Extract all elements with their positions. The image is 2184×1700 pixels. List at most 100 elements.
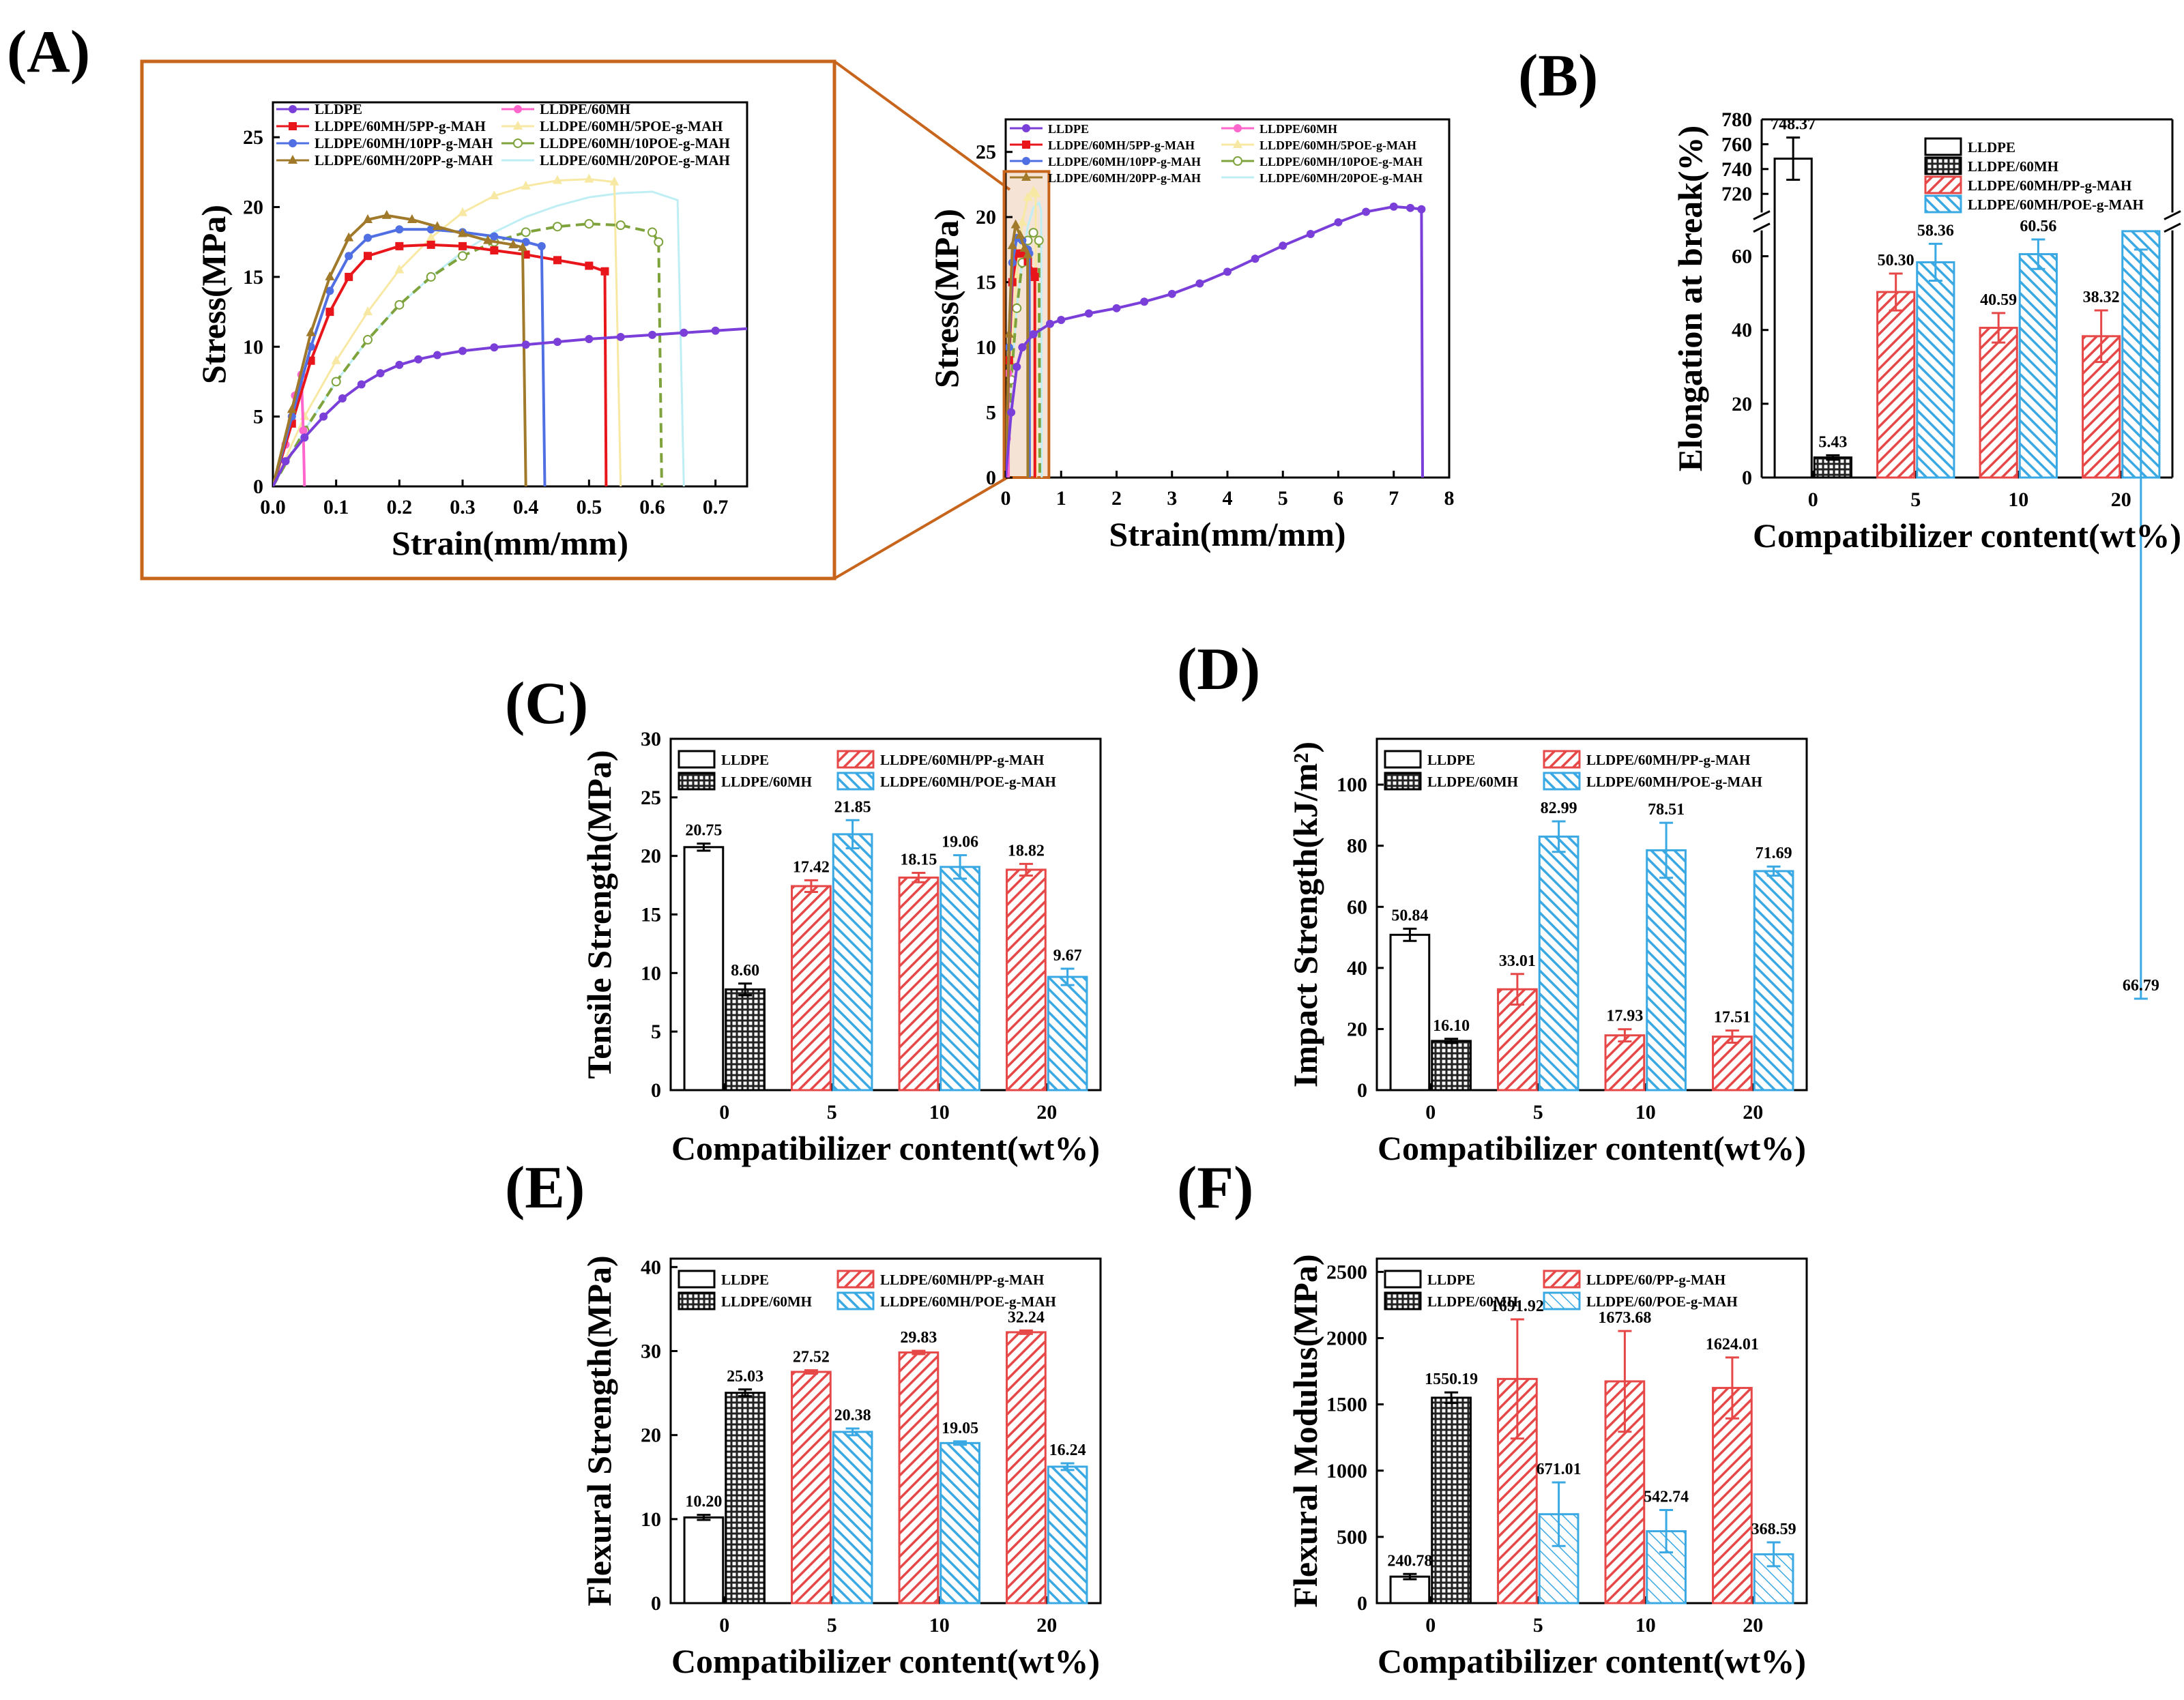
y-tick-label: 60	[1347, 896, 1367, 918]
x-tick-label: 10	[929, 1614, 950, 1637]
y-tick-label: 30	[641, 728, 661, 750]
data-label-poe: 16.24	[1049, 1441, 1086, 1459]
bar-pp	[1604, 1034, 1646, 1091]
data-label-poe: 542.74	[1644, 1489, 1689, 1506]
data-point-pp20	[458, 228, 467, 237]
legend-swatch-poe	[836, 1291, 875, 1310]
data-point-poe5	[553, 175, 562, 184]
x-tick-label: 0.5	[577, 496, 602, 518]
legend-swatch-lldpe	[678, 1270, 716, 1289]
data-label-poe: 66.79	[2123, 977, 2159, 995]
y-axis-title: Flexural Strength(MPa)	[580, 1255, 618, 1606]
y-tick-label: 20	[1347, 1018, 1367, 1040]
bar-poe	[940, 1441, 980, 1604]
x-tick-label: 0	[719, 1614, 729, 1637]
legend-swatch-poe	[1924, 194, 1962, 214]
data-point-lldpe	[1195, 279, 1204, 288]
legend-label-lldpe: LLDPE	[721, 752, 769, 768]
y-tick-label: 20	[1732, 393, 1752, 415]
legend-label-lldpe: LLDPE	[1427, 1272, 1475, 1288]
legend: LLDPE LLDPE/60MH LLDPE/60MH/PP-g-MAH LLDPE/…	[1384, 750, 1762, 791]
data-point-poe10	[647, 227, 657, 237]
legend-label-lldpe60: LLDPE/60MH	[1260, 122, 1337, 136]
y-tick-label: 0	[986, 467, 996, 489]
legend-label-pp5: LLDPE/60MH/5PP-g-MAH	[315, 118, 486, 134]
legend-label-pp20: LLDPE/60MH/20PP-g-MAH	[315, 152, 493, 168]
data-point-lldpe	[711, 326, 720, 335]
legend-label-lldpe60: LLDPE/60MH	[1968, 158, 2058, 175]
series-lldpe	[1006, 202, 1426, 478]
legend-label-poe: LLDPE/60MH/POE-g-MAH	[880, 1293, 1056, 1310]
data-point-poe5	[489, 190, 499, 200]
data-label-pp: 40.59	[1980, 291, 2017, 309]
y-axis-title: Stress(MPa)	[194, 205, 233, 384]
x-tick-label: 5	[1533, 1614, 1543, 1637]
series-pp20	[1006, 219, 1033, 478]
y-tick-label: 15	[976, 272, 996, 294]
data-point-pp20	[1015, 229, 1025, 239]
y-tick-label: 30	[641, 1340, 661, 1362]
x-tick-label: 0	[1001, 487, 1011, 510]
x-tick-label: 1	[1056, 487, 1066, 510]
data-point-pp5	[490, 246, 499, 255]
data-label-pp: 33.01	[1499, 952, 1536, 970]
series-line-lldpe	[1006, 205, 1424, 478]
data-point-pp10	[521, 237, 530, 246]
data-label-poe: 21.85	[834, 798, 871, 816]
data-label-poe: 19.05	[942, 1420, 978, 1437]
legend-marker-pp10	[1022, 157, 1030, 165]
data-point-poe5	[458, 207, 467, 216]
data-point-pp20	[363, 214, 373, 223]
data-point-pp5	[553, 256, 562, 265]
x-axis-title: Compatibilizer content(wt%)	[671, 1129, 1100, 1167]
legend-label-lldpe60: LLDPE/60MH	[721, 774, 812, 790]
data-label-poe: 20.38	[834, 1407, 871, 1424]
x-tick-label: 20	[1036, 1101, 1057, 1124]
data-point-poe10	[426, 272, 436, 282]
data-label-lldpe60: 25.03	[727, 1368, 763, 1386]
data-point-lldpe	[1306, 230, 1315, 238]
data-point-pp10	[325, 287, 334, 295]
data-point-lldpe	[395, 360, 404, 369]
data-point-pp20	[1007, 240, 1017, 250]
data-point-lldpe	[1057, 316, 1066, 324]
data-label-lldpe60: 8.60	[731, 962, 759, 980]
legend-label-pp20: LLDPE/60MH/20PP-g-MAH	[1048, 171, 1201, 185]
data-point-poe5	[363, 306, 373, 316]
data-point-pp5	[426, 240, 435, 249]
y-tick-label: 25	[641, 787, 661, 809]
bar-poe	[1646, 849, 1687, 1091]
bar-lldpe	[683, 1516, 725, 1604]
panel-label-b: (B)	[1518, 43, 1598, 109]
data-point-pp10	[537, 241, 546, 250]
legend-marker-pp5	[1022, 141, 1030, 149]
data-point-pp5	[364, 252, 372, 261]
data-point-poe10	[553, 222, 562, 232]
data-label-poe: 71.69	[1756, 845, 1792, 862]
bar-poe	[1047, 1465, 1088, 1604]
data-point-pp5	[600, 267, 609, 276]
zoom-connector-bottom	[833, 475, 1011, 580]
legend-swatch-lldpe60	[678, 772, 716, 791]
x-tick-label: 5	[827, 1614, 837, 1637]
data-point-lldpe	[648, 330, 656, 339]
legend-label-poe: LLDPE/60/POE-g-MAH	[1586, 1293, 1738, 1310]
data-label-lldpe: 748.37	[1771, 116, 1816, 134]
legend-label-poe: LLDPE/60MH/POE-g-MAH	[1586, 774, 1762, 790]
chart-f: 0 500 1000 1500 2000 2500 0 5 10 20 240.78 1550.19 1…	[1286, 1254, 1808, 1680]
legend-marker-lldpe60	[1234, 124, 1242, 132]
bar-poe	[832, 1431, 873, 1604]
legend-marker-pp20	[1021, 172, 1031, 181]
y-tick-label: 760	[1721, 133, 1752, 156]
bar-pp	[1006, 1331, 1047, 1604]
data-point-poe10	[458, 251, 467, 261]
legend-swatch-lldpe	[678, 750, 716, 769]
data-label-poe: 19.06	[942, 834, 978, 851]
data-point-lldpe	[338, 394, 347, 403]
bar-lldpe60	[1431, 1396, 1472, 1604]
legend-label-poe5: LLDPE/60MH/5POE-g-MAH	[540, 118, 723, 134]
y-axis-title: Flexural Modulus(MPa)	[1286, 1254, 1324, 1607]
bar-pp	[1712, 1036, 1753, 1091]
y-tick-label: 0	[253, 475, 263, 498]
